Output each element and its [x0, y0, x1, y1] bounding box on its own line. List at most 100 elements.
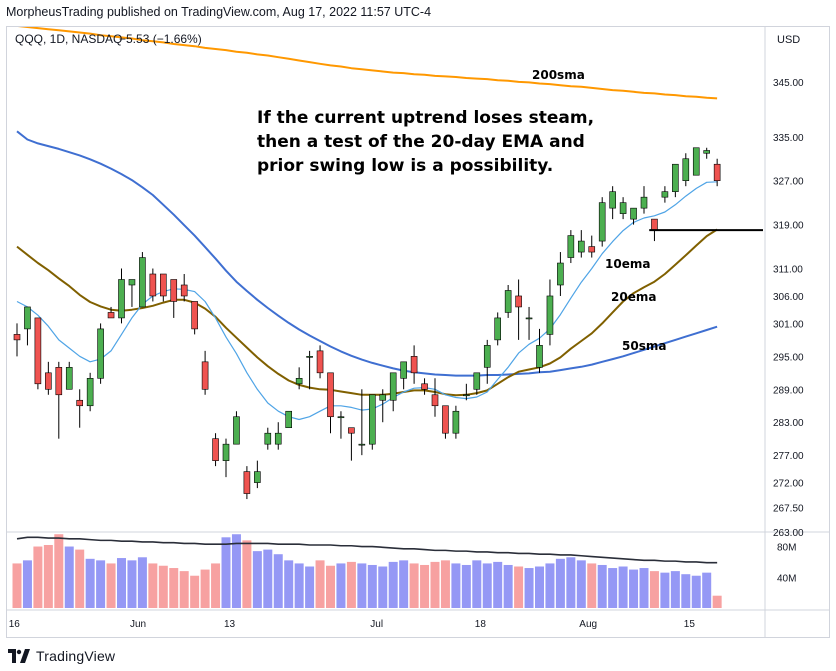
price-tick-label: 311.00: [773, 265, 803, 276]
volume-bar: [127, 560, 137, 608]
ema20-line: [16, 228, 718, 397]
price-tick-label: 283.00: [773, 418, 804, 429]
candle: [170, 279, 178, 318]
candle: [107, 306, 115, 319]
candle: [515, 279, 522, 340]
candle-body: [254, 471, 261, 483]
candle-body: [577, 240, 585, 253]
candle: [295, 367, 303, 390]
candle-body: [483, 345, 491, 368]
candle: [431, 378, 439, 417]
candle-body: [327, 372, 334, 418]
candle: [661, 186, 669, 203]
volume-bar: [179, 571, 189, 608]
volume-bar: [660, 572, 670, 608]
label-20ema: 20ema: [611, 290, 656, 304]
volume-bar: [336, 563, 346, 608]
candle: [24, 306, 31, 346]
candle: [65, 361, 73, 390]
label-10ema: 10ema: [605, 257, 650, 271]
candle-body: [640, 196, 648, 209]
volume-bar: [273, 554, 283, 608]
tradingview-footer[interactable]: TradingView: [8, 645, 115, 667]
volume-bar: [137, 557, 147, 608]
candle-body: [107, 312, 115, 319]
candle: [358, 389, 366, 456]
candle: [483, 339, 491, 384]
volume-bar: [461, 564, 471, 608]
candle-body: [400, 361, 407, 379]
candle-body: [421, 383, 428, 390]
change-text: −5.53 (−1.66%): [119, 32, 202, 46]
volume-bar: [618, 566, 628, 608]
ema10-line: [16, 181, 718, 421]
publish-info: MorpheusTrading published on TradingView…: [6, 5, 432, 19]
volume-bar: [263, 549, 273, 608]
volume-bar: [409, 563, 419, 608]
candle: [504, 284, 512, 318]
volume-bar: [503, 564, 513, 608]
candle-body: [630, 207, 637, 220]
candle-body: [463, 394, 470, 397]
volume-bar: [524, 568, 534, 608]
volume-bar: [169, 568, 179, 608]
candle: [577, 230, 585, 258]
candle-body: [609, 191, 616, 209]
volume-bar: [294, 563, 304, 608]
volume-bar: [576, 560, 586, 608]
candle: [442, 405, 449, 439]
candle: [264, 427, 272, 450]
candle-body: [348, 427, 355, 434]
candle-body: [149, 273, 157, 297]
time-tick-label: Aug: [579, 619, 597, 630]
candle: [557, 252, 564, 296]
price-tick-label: 277.00: [773, 451, 804, 462]
volume-bar: [12, 563, 22, 608]
price-tick-label: 306.00: [773, 292, 804, 303]
price-tick-label: 301.00: [773, 319, 804, 330]
candle: [76, 389, 83, 428]
price-tick-label: 327.00: [773, 177, 804, 188]
volume-bar: [231, 534, 241, 608]
candle-body: [389, 372, 397, 401]
candle-body: [191, 301, 198, 330]
candle: [368, 394, 376, 450]
candle: [463, 383, 470, 401]
currency-label: USD: [777, 34, 800, 46]
price-tick-label: 345.00: [773, 78, 804, 89]
candle-body: [515, 295, 522, 308]
candle: [494, 312, 502, 346]
candle-body: [55, 367, 63, 396]
time-axis[interactable]: 16 Jun 13 Jul 18 Aug 15: [9, 619, 696, 630]
volume-bar: [242, 540, 252, 608]
candle-body: [598, 202, 606, 242]
price-chart[interactable]: 345.00 335.00 327.00 319.00 311.00 306.00 301.…: [7, 27, 829, 637]
candle: [149, 268, 157, 302]
candle: [128, 279, 136, 307]
candle-body: [24, 306, 31, 330]
candle-body: [713, 163, 721, 181]
candlesticks: [13, 147, 721, 500]
volume-bar: [211, 563, 221, 608]
candle: [316, 345, 324, 379]
candle-body: [128, 279, 136, 286]
candle-body: [452, 410, 460, 434]
candle: [34, 317, 42, 390]
price-tick-label: 295.00: [773, 352, 804, 363]
volume-bar: [399, 560, 409, 608]
volume-bar: [535, 566, 544, 608]
volume-bar: [158, 565, 168, 608]
candle: [630, 207, 637, 225]
candle-body: [118, 279, 125, 319]
volume-bar: [75, 549, 85, 608]
volume-bar: [451, 563, 461, 608]
volume-bar: [54, 534, 64, 608]
volume-bar: [566, 557, 576, 608]
price-axis[interactable]: 345.00 335.00 327.00 319.00 311.00 306.00 301.…: [773, 78, 804, 539]
sma200-line: [17, 27, 718, 100]
candle-body: [34, 317, 42, 385]
volume-bars: [12, 534, 722, 608]
candle: [473, 372, 481, 395]
candle: [682, 153, 690, 187]
candle: [640, 186, 648, 214]
